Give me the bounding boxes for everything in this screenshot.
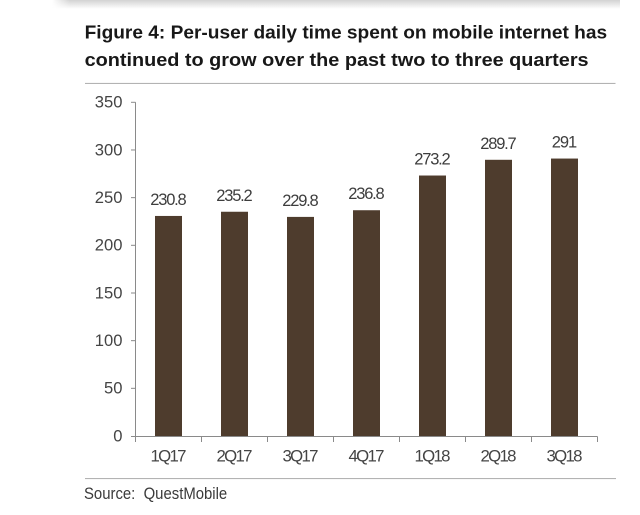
svg-text:2Q17: 2Q17 [217, 447, 253, 466]
svg-text:continued to grow over the pas: continued to grow over the past two to t… [85, 49, 589, 70]
svg-text:235.2: 235.2 [216, 187, 252, 205]
svg-text:50: 50 [104, 379, 123, 398]
svg-text:250: 250 [95, 188, 123, 207]
svg-text:289.7: 289.7 [480, 135, 516, 153]
svg-text:200: 200 [95, 236, 123, 255]
svg-text:291: 291 [552, 134, 577, 152]
svg-text:300: 300 [95, 140, 123, 159]
svg-text:236.8: 236.8 [348, 185, 384, 203]
svg-text:3Q18: 3Q18 [547, 447, 583, 466]
svg-text:1Q18: 1Q18 [415, 447, 451, 466]
svg-text:Source: QuestMobile: Source: QuestMobile [84, 485, 227, 503]
svg-text:4Q17: 4Q17 [349, 447, 385, 466]
svg-text:Figure 4: Per-user daily time: Figure 4: Per-user daily time spent on m… [85, 21, 608, 42]
svg-text:273.2: 273.2 [414, 151, 450, 169]
svg-text:0: 0 [113, 426, 122, 445]
svg-text:150: 150 [95, 283, 123, 302]
svg-text:2Q18: 2Q18 [481, 447, 517, 466]
svg-text:229.8: 229.8 [282, 192, 318, 210]
svg-text:350: 350 [95, 93, 123, 112]
svg-text:1Q17: 1Q17 [151, 447, 187, 466]
svg-text:230.8: 230.8 [150, 191, 186, 209]
svg-text:100: 100 [95, 331, 123, 350]
svg-text:3Q17: 3Q17 [283, 447, 319, 466]
